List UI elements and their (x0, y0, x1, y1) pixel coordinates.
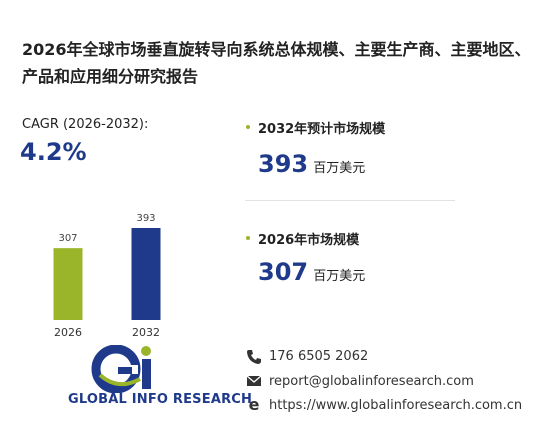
stat-label: 2026年市场规模 (258, 233, 360, 248)
stat-label: 2032年预计市场规模 (258, 122, 386, 137)
phone-icon (247, 350, 261, 364)
bar (53, 248, 83, 320)
value-label: 307 (58, 233, 77, 244)
stat-unit: 百万美元 (313, 161, 366, 176)
cagr-label: CAGR (2026-2032): (22, 117, 149, 132)
email-icon (247, 376, 261, 386)
logo-mark (91, 345, 151, 393)
bullet (246, 125, 250, 129)
cagr-value: 4.2% (20, 138, 87, 166)
bullet (246, 236, 250, 240)
contact-icons: e (246, 350, 262, 414)
logo-text: GLOBAL INFO RESEARCH (68, 392, 253, 407)
email: report@globalinforesearch.com (269, 374, 474, 389)
x-tick-label: 2032 (132, 326, 160, 339)
stat-value: 307 (258, 258, 309, 286)
divider (245, 200, 455, 201)
website: https://www.globalinforesearch.com.cn (269, 398, 523, 413)
bar-chart: 307 2026 393 2032 (53, 213, 161, 339)
report-title: 2026年全球市场垂直旋转导向系统总体规模、主要生产商、主要地区、产品和应用细分… (22, 40, 531, 86)
web-icon: e (249, 395, 260, 414)
x-tick-label: 2026 (54, 326, 82, 339)
logo-dot (141, 346, 151, 356)
stat-value: 393 (258, 150, 309, 178)
phone: 176 6505 2062 (269, 349, 369, 364)
logo-i (142, 359, 151, 389)
stat-row: 393 百万美元 (258, 150, 365, 178)
stat-row: 307 百万美元 (258, 258, 365, 286)
stat-unit: 百万美元 (313, 269, 366, 284)
bar (131, 228, 161, 320)
value-label: 393 (136, 213, 155, 224)
